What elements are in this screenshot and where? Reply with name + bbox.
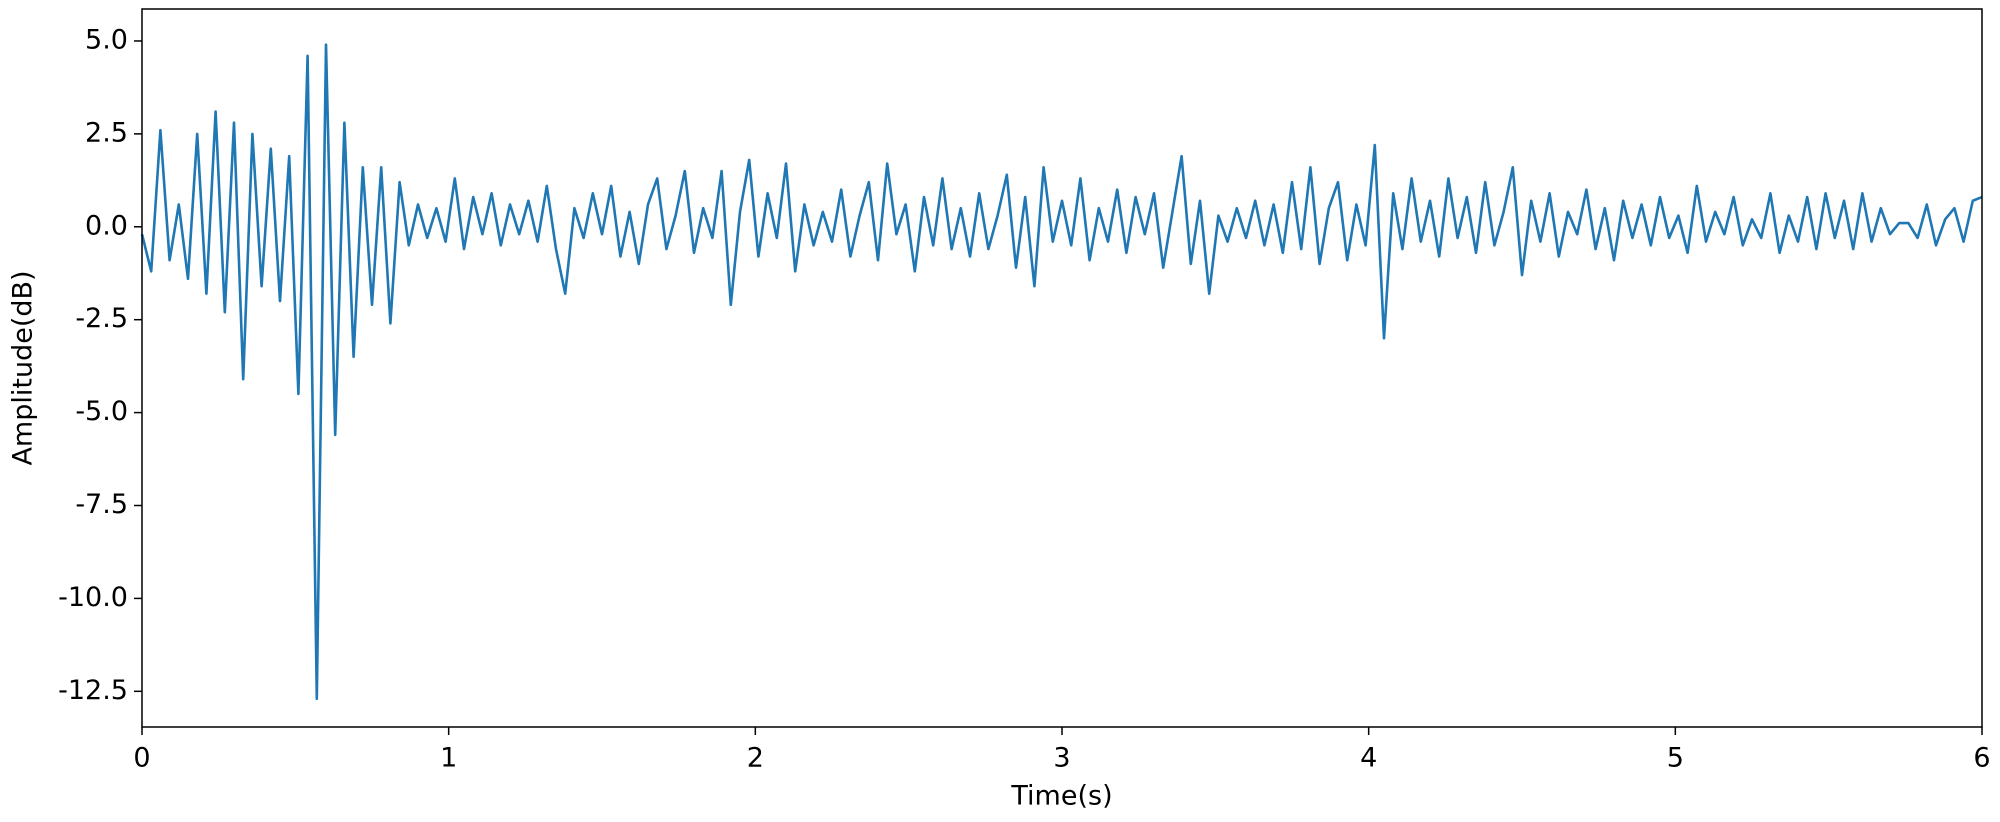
x-tick-label: 1 <box>440 743 457 774</box>
x-tick-label: 5 <box>1667 743 1684 774</box>
y-tick-label: -2.5 <box>75 303 128 334</box>
x-tick-label: 6 <box>1973 743 1990 774</box>
y-tick-label: -5.0 <box>75 396 128 427</box>
y-tick-label: -7.5 <box>75 489 128 520</box>
y-tick-label: 0.0 <box>85 210 128 241</box>
y-tick-label: -10.0 <box>58 582 128 613</box>
x-tick-label: 4 <box>1360 743 1377 774</box>
x-tick-label: 3 <box>1053 743 1070 774</box>
signal-line <box>140 43 1983 701</box>
y-axis-label: Amplitude(dB) <box>8 270 39 465</box>
y-tick-label: -12.5 <box>58 675 128 706</box>
y-tick-label: 5.0 <box>85 24 128 55</box>
plot-frame <box>141 8 1983 728</box>
x-tick-label: 2 <box>747 743 764 774</box>
y-tick-label: 2.5 <box>85 117 128 148</box>
x-tick-label: 0 <box>133 743 150 774</box>
x-axis-label: Time(s) <box>1010 781 1112 812</box>
